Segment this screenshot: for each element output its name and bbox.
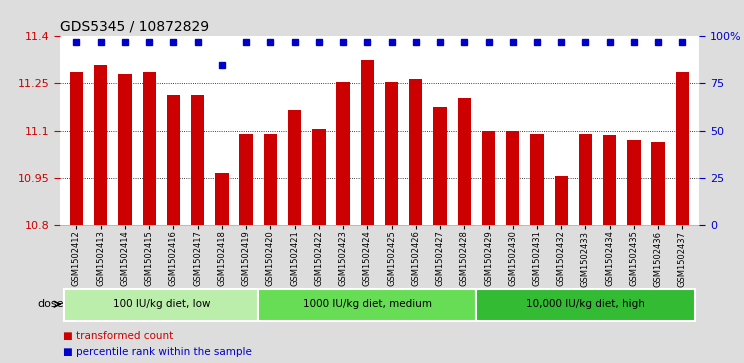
Bar bbox=[240, 134, 253, 225]
Bar bbox=[676, 73, 689, 225]
Text: ■ percentile rank within the sample: ■ percentile rank within the sample bbox=[63, 347, 252, 357]
Bar bbox=[288, 110, 301, 225]
Bar bbox=[385, 82, 398, 225]
Bar bbox=[476, 289, 694, 321]
Bar bbox=[258, 289, 476, 321]
Bar bbox=[65, 289, 258, 321]
Bar bbox=[70, 73, 83, 225]
Bar bbox=[458, 98, 471, 225]
Bar bbox=[482, 131, 496, 225]
Bar bbox=[312, 129, 326, 225]
Bar bbox=[506, 131, 519, 225]
Bar bbox=[143, 73, 155, 225]
Bar bbox=[167, 94, 180, 225]
Bar bbox=[336, 82, 350, 225]
Bar bbox=[215, 173, 228, 225]
Bar bbox=[433, 107, 446, 225]
Text: ■ transformed count: ■ transformed count bbox=[63, 331, 173, 341]
Bar bbox=[263, 134, 277, 225]
Text: 10,000 IU/kg diet, high: 10,000 IU/kg diet, high bbox=[526, 299, 645, 309]
Bar bbox=[409, 79, 423, 225]
Text: GDS5345 / 10872829: GDS5345 / 10872829 bbox=[60, 20, 208, 34]
Text: dose: dose bbox=[38, 299, 65, 309]
Bar bbox=[652, 142, 665, 225]
Bar bbox=[554, 176, 568, 225]
Bar bbox=[530, 134, 544, 225]
Bar bbox=[579, 134, 592, 225]
Bar bbox=[627, 140, 641, 225]
Text: 100 IU/kg diet, low: 100 IU/kg diet, low bbox=[112, 299, 210, 309]
Bar bbox=[191, 94, 205, 225]
Text: 1000 IU/kg diet, medium: 1000 IU/kg diet, medium bbox=[303, 299, 432, 309]
Bar bbox=[118, 74, 132, 225]
Bar bbox=[94, 65, 107, 225]
Bar bbox=[361, 60, 374, 225]
Bar bbox=[603, 135, 616, 225]
